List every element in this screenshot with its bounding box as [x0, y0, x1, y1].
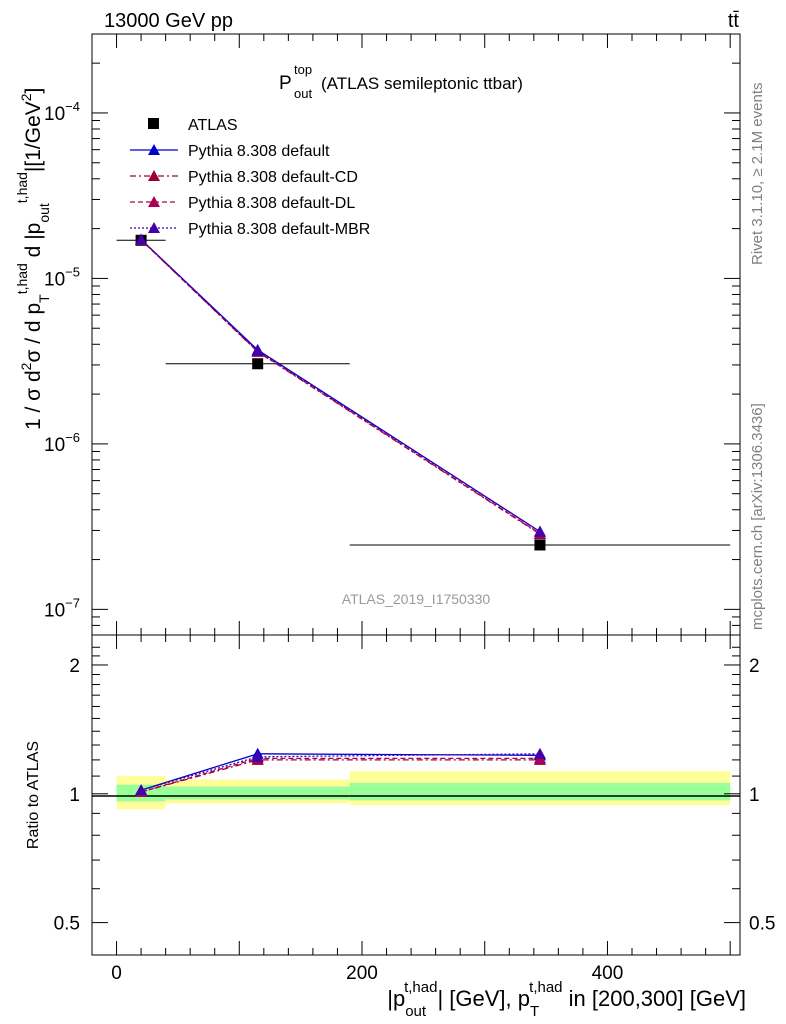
plot-title-main: P	[279, 73, 292, 94]
main-plot-panel: 10−7 10−6 10−5 10−4	[44, 33, 741, 636]
legend-marker-mc	[148, 170, 160, 181]
ratio-y-tick-label-right: 1	[749, 785, 760, 806]
ratio-ylabel: Ratio to ATLAS	[25, 741, 42, 849]
ratio-series-marker	[251, 750, 264, 762]
plot-title-sup: top	[294, 62, 312, 77]
x-tick-label: 200	[346, 963, 378, 984]
legend-marker-mc	[148, 144, 160, 155]
mc-series-line-1	[140, 238, 541, 533]
atlas-data-point	[252, 358, 264, 370]
ratio-plot-panel: 0.5 0.5 1 1 2 2 0 200 400	[54, 634, 775, 984]
main-y-tick-label: 10−4	[44, 99, 80, 125]
legend-marker-mc	[148, 196, 160, 207]
main-ylabel-text: 1 / σ d2σ / d pTt,had d |poutt,had|[1/Ge…	[14, 88, 52, 430]
x-tick-label: 400	[592, 963, 624, 984]
process-label: tt̄	[728, 10, 740, 32]
plot-title: P top out (ATLAS semileptonic ttbar)	[279, 62, 523, 101]
ratio-series-marker	[135, 784, 148, 796]
ratio-y-tick-label-right: 0.5	[749, 914, 775, 935]
legend-label: Pythia 8.308 default	[188, 143, 330, 160]
main-y-tick-label: 10−6	[44, 430, 80, 456]
mc-series-line-4	[140, 238, 541, 533]
ratio-band-green	[349, 782, 731, 801]
legend-label: ATLAS	[188, 117, 238, 134]
main-ylabel: 1 / σ d2σ / d pTt,had d |poutt,had|[1/Ge…	[14, 88, 52, 430]
mc-series-line-2	[140, 239, 541, 535]
legend-label: Pythia 8.308 default-MBR	[188, 221, 370, 238]
source-label: mcplots.cern.ch [arXiv:1306.3436]	[749, 403, 766, 630]
mc-series-marker	[533, 525, 546, 537]
legend: ATLAS Pythia 8.308 default Pythia 8.308 de…	[130, 117, 370, 238]
rivet-version-label: Rivet 3.1.10, ≥ 2.1M events	[749, 83, 766, 266]
ratio-y-tick-label-left: 1	[69, 785, 80, 806]
ratio-y-tick-label-left: 2	[69, 656, 80, 677]
ratio-y-tick-label-right: 2	[749, 656, 760, 677]
xlabel: |poutt,had| [GeV], pTt,had in [200,300] …	[387, 979, 746, 1020]
atlas-data-point	[534, 539, 546, 551]
legend-marker-mc	[148, 222, 160, 233]
legend-label: Pythia 8.308 default-DL	[188, 195, 355, 212]
mc-series-marker	[251, 344, 264, 356]
legend-marker-data	[148, 118, 159, 129]
mc-series-line-3	[140, 239, 541, 535]
plot-title-sub: out	[294, 86, 312, 101]
ratio-series-marker	[533, 747, 546, 759]
analysis-id-label: ATLAS_2019_I1750330	[342, 591, 491, 607]
main-y-tick-label: 10−5	[44, 264, 80, 290]
xlabel-text: |poutt,had| [GeV], pTt,had in [200,300] …	[387, 979, 746, 1020]
beam-label: 13000 GeV pp	[104, 10, 233, 32]
ratio-plot-frame	[91, 634, 741, 956]
main-y-tick-label: 10−7	[44, 595, 80, 621]
plot-title-rest: (ATLAS semileptonic ttbar)	[321, 74, 523, 93]
ratio-series-line-1	[140, 759, 540, 793]
mc-series-marker	[135, 233, 148, 245]
ratio-band-green	[165, 786, 350, 800]
ratio-y-tick-label-left: 0.5	[54, 914, 80, 935]
x-tick-label: 0	[111, 963, 122, 984]
legend-label: Pythia 8.308 default-CD	[188, 169, 358, 186]
